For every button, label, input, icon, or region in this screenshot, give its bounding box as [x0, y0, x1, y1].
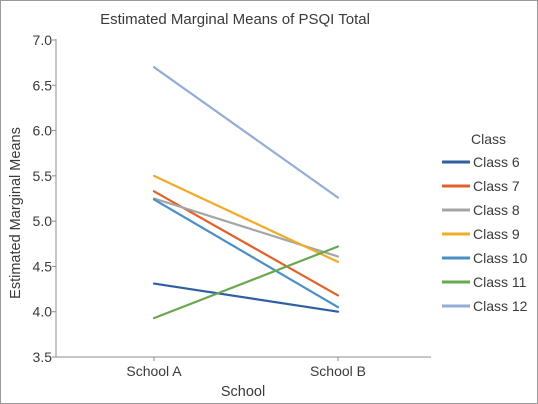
series-line [152, 66, 340, 199]
y-axis-title: Estimated Marginal Means [8, 127, 24, 299]
legend-label: Class 11 [473, 274, 527, 290]
legend-label: Class 6 [473, 154, 520, 170]
y-tick-label: 4.5 [33, 258, 53, 274]
x-tick-label: School B [310, 363, 366, 379]
y-tick-label: 6.0 [33, 123, 53, 139]
legend-label: Class 10 [473, 250, 528, 266]
series-line [152, 198, 340, 309]
legend: Class Class 6 Class 7 Class 8 Class 9 Class … [442, 131, 528, 314]
legend-label: Class 8 [473, 202, 520, 218]
series-line [152, 174, 340, 263]
legend-label: Class 7 [473, 178, 520, 194]
y-tick-label: 6.5 [33, 77, 53, 93]
plot-area: 3.5 4.0 4.5 5.0 5.5 6.0 6.5 7.0 School A School B [33, 32, 431, 379]
legend-label: Class 12 [473, 298, 528, 314]
chart-title: Estimated Marginal Means of PSQI Total [100, 11, 370, 28]
y-tick-label: 5.0 [33, 213, 53, 229]
x-axis-title: School [221, 384, 265, 400]
series-line [152, 245, 340, 320]
x-tick-label: School A [126, 363, 182, 379]
y-tick-label: 4.0 [33, 304, 53, 320]
y-tick-label: 3.5 [33, 349, 53, 365]
y-tick-label: 7.0 [33, 32, 53, 48]
y-tick-label: 5.5 [33, 168, 53, 184]
legend-label: Class 9 [473, 226, 520, 242]
legend-title: Class [471, 131, 506, 147]
series-line [152, 282, 340, 313]
